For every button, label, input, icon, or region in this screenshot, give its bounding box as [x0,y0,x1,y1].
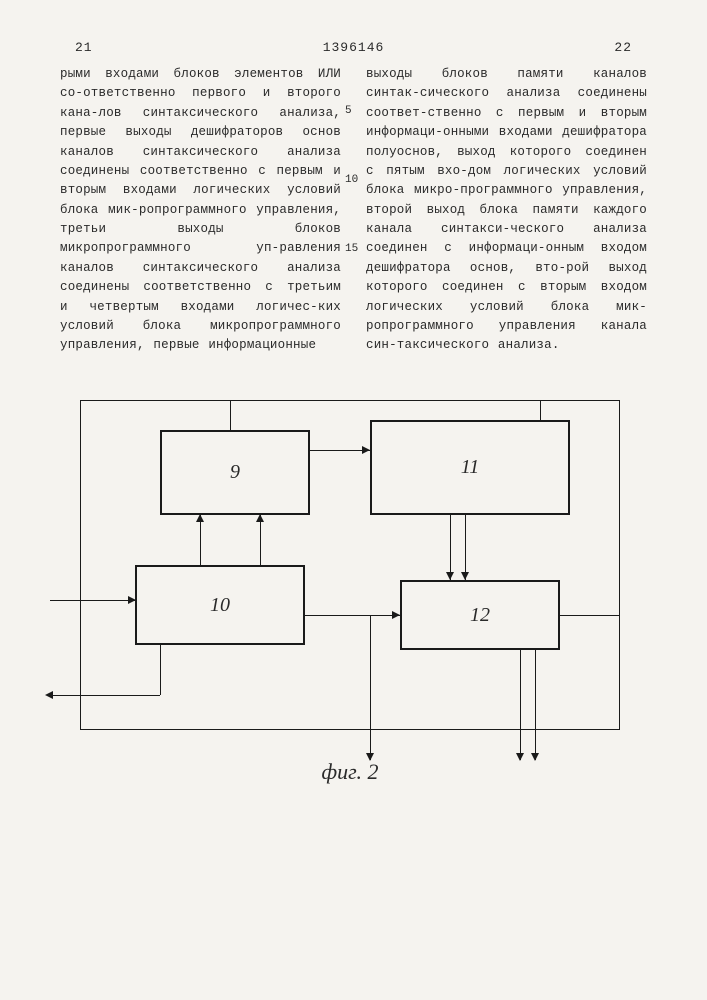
line-number-markers: 5 10 15 [345,105,358,255]
block-9: 9 [160,430,310,515]
block-11: 11 [370,420,570,515]
right-column: выходы блоков памяти каналов синтак-сиче… [366,65,647,356]
arrow-up-icon [256,514,264,522]
block-diagram-fig2: 9 11 10 12 фиг. 2 [80,400,620,770]
line-marker: 10 [345,174,358,186]
wire [450,515,451,580]
wire [520,650,521,760]
patent-number: 1396146 [93,40,615,55]
wire [305,615,400,616]
wire [540,400,541,420]
page-header: 21 1396146 22 [0,0,707,65]
wire [200,515,201,565]
wire [535,650,536,760]
block-12: 12 [400,580,560,650]
wire [160,645,161,695]
wire [50,695,160,696]
line-marker: 15 [345,243,358,255]
left-column: рыми входами блоков элементов ИЛИ со-отв… [60,65,341,356]
wire [50,600,135,601]
wire [560,615,620,616]
block-10: 10 [135,565,305,645]
page-num-right: 22 [614,40,632,55]
arrow-right-icon [128,596,136,604]
wire [465,515,466,580]
wire [230,400,231,430]
arrow-down-icon [446,572,454,580]
arrow-up-icon [196,514,204,522]
figure-caption: фиг. 2 [80,759,620,785]
arrow-right-icon [392,611,400,619]
wire [370,615,371,760]
wire [260,515,261,565]
page-num-left: 21 [75,40,93,55]
line-marker: 5 [345,105,358,117]
arrow-left-icon [45,691,53,699]
wire [310,450,370,451]
arrow-down-icon [461,572,469,580]
arrow-right-icon [362,446,370,454]
